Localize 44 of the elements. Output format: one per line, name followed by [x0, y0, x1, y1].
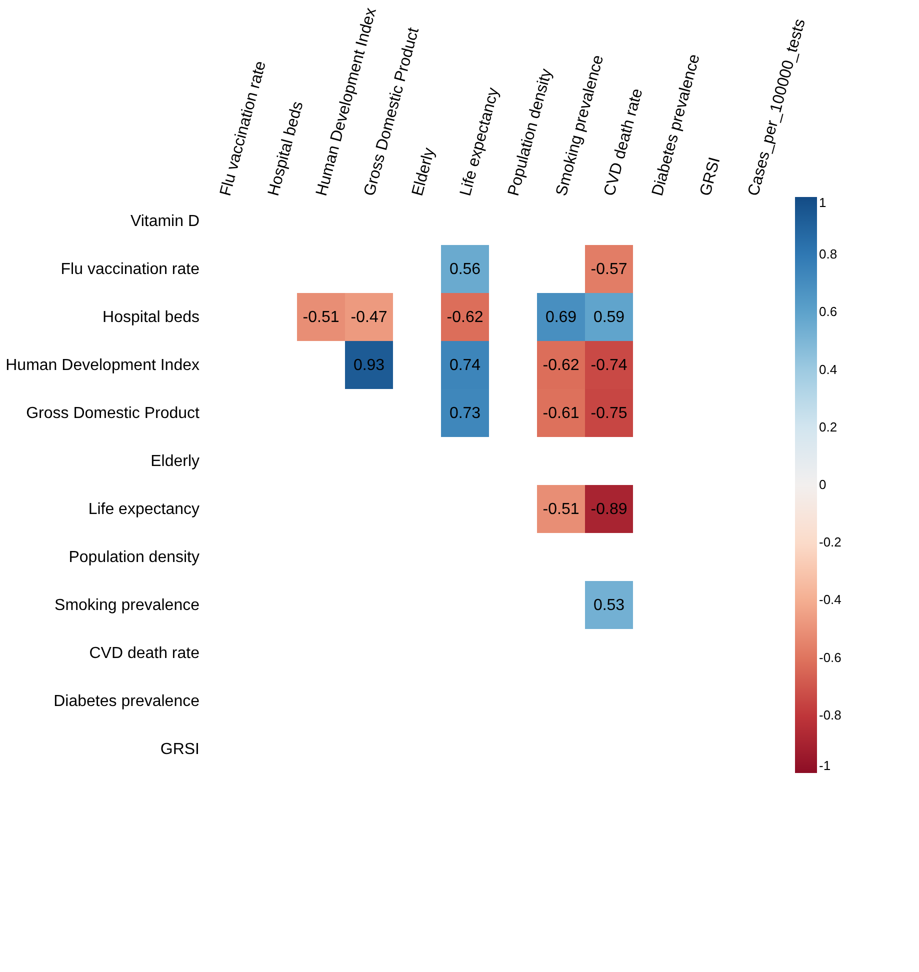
- data-label: -0.57: [590, 261, 628, 278]
- data-label: 0.53: [593, 597, 625, 614]
- data-label: -0.74: [590, 357, 628, 374]
- data-label: 0.69: [545, 309, 577, 326]
- data-label: -0.51: [302, 309, 340, 326]
- x-tick-label: CVD death rate: [601, 86, 646, 198]
- y-tick-label: Hospital beds: [102, 309, 200, 326]
- color-bar-label: 0.6: [819, 304, 838, 320]
- y-tick-label: Elderly: [150, 453, 200, 470]
- data-label: 0.93: [353, 357, 385, 374]
- y-tick-label: Human Development Index: [6, 357, 200, 374]
- data-label: 0.59: [593, 309, 625, 326]
- data-label: -0.62: [542, 357, 580, 374]
- y-tick-label: GRSI: [160, 741, 200, 758]
- x-tick-label: GRSI: [697, 156, 724, 198]
- color-bar-label: 0.2: [819, 419, 838, 434]
- color-bar-label: -0.2: [819, 534, 842, 550]
- data-label: -0.61: [542, 405, 580, 422]
- y-tick-label: Gross Domestic Product: [26, 405, 200, 422]
- x-tick-label: Hospital beds: [265, 100, 307, 198]
- y-tick-label: CVD death rate: [89, 645, 200, 662]
- data-label: -0.51: [542, 501, 580, 518]
- data-label: -0.89: [590, 501, 628, 518]
- data-label: -0.47: [350, 309, 388, 326]
- y-tick-label: Life expectancy: [88, 501, 200, 518]
- color-bar-label: 0.4: [819, 362, 838, 377]
- color-bar-label: -1: [819, 758, 831, 773]
- data-label: 0.56: [449, 261, 481, 278]
- y-tick-label: Diabetes prevalence: [54, 693, 200, 710]
- y-tick-label: Population density: [68, 549, 200, 566]
- color-bar-label: 1: [819, 195, 826, 210]
- data-label: 0.73: [449, 405, 481, 422]
- y-tick-label: Vitamin D: [130, 213, 200, 230]
- color-bar-label: -0.4: [819, 592, 842, 608]
- data-label: -0.62: [446, 309, 484, 326]
- y-tick-label: Flu vaccination rate: [60, 261, 200, 278]
- x-tick-label: Elderly: [409, 146, 438, 198]
- data-label: 0.74: [449, 357, 481, 374]
- color-bar-label: -0.6: [819, 650, 842, 665]
- color-bar-label: 0: [819, 477, 826, 492]
- data-label: -0.75: [590, 405, 628, 422]
- color-bar-label: -0.8: [819, 707, 842, 722]
- color-bar-label: 0.8: [819, 246, 838, 262]
- y-tick-label: Smoking prevalence: [54, 597, 200, 614]
